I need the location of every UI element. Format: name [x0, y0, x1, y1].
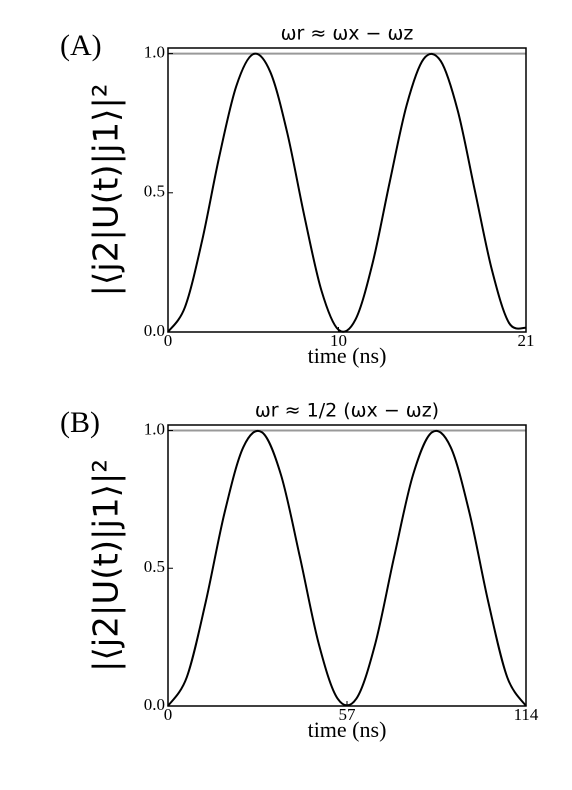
- y-axis-label: |⟨j2|U(t)|j1⟩|²: [87, 459, 127, 672]
- chart-title: ωr ≈ 1/2 (ωx − ωz): [255, 400, 439, 422]
- plot-frame: [167, 424, 527, 707]
- x-tick-label: 21: [518, 331, 535, 350]
- x-tick-label: 0: [164, 705, 173, 724]
- x-tick-label: 10: [330, 331, 347, 350]
- x-tick-label: 57: [339, 705, 357, 724]
- x-tick-label: 0: [164, 331, 173, 350]
- x-axis-label: time (ns): [308, 717, 387, 742]
- chart-title: ωr ≈ ωx − ωz: [281, 23, 414, 45]
- y-tick-label: 0.0: [144, 695, 165, 714]
- x-axis-label: time (ns): [308, 343, 387, 368]
- y-tick-label: 0.0: [144, 321, 165, 340]
- y-tick-label: 0.5: [144, 182, 165, 201]
- y-axis-label: |⟨j2|U(t)|j1⟩|²: [87, 84, 127, 297]
- x-tick-label: 114: [514, 705, 539, 724]
- panel-label: (B): [60, 406, 100, 439]
- y-tick-label: 0.5: [144, 557, 165, 576]
- plot-frame: [167, 47, 527, 333]
- y-tick-label: 1.0: [144, 42, 165, 61]
- panel-label: (A): [60, 29, 102, 62]
- curve: [167, 52, 527, 333]
- y-tick-label: 1.0: [144, 419, 165, 438]
- curve: [167, 429, 527, 707]
